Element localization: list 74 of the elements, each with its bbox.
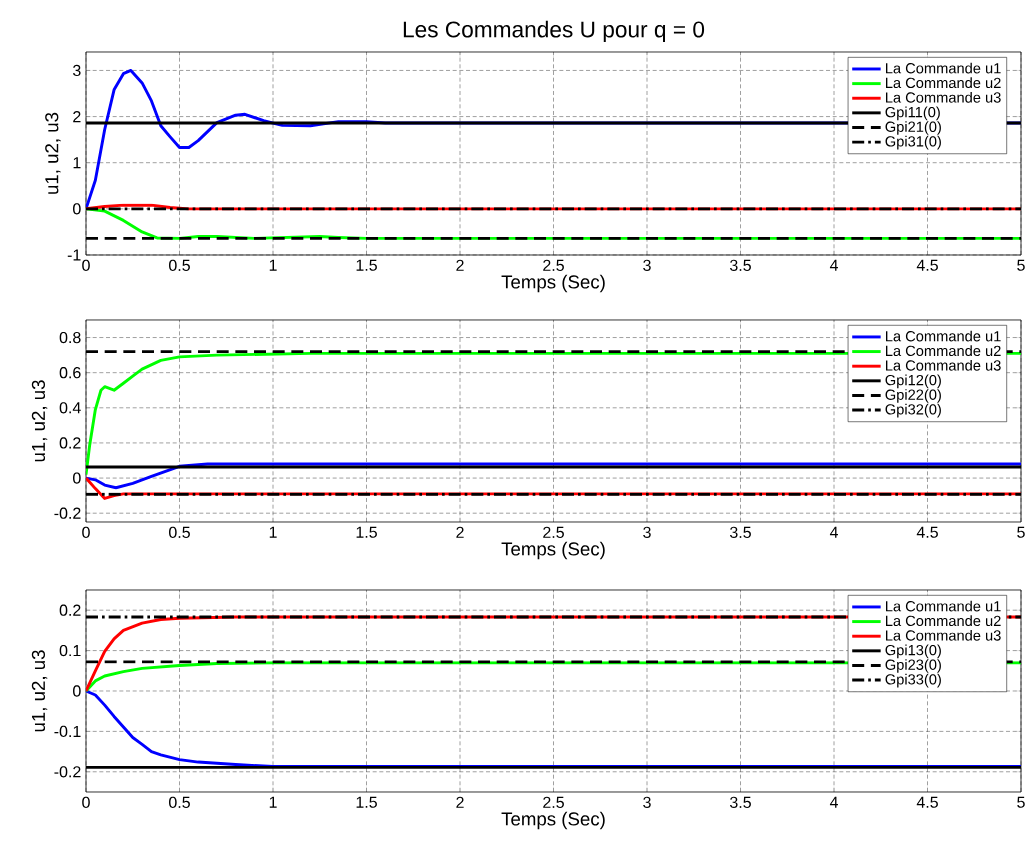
x-tick-label: 3 [643, 526, 651, 539]
y-axis-title: u1, u2, u3 [45, 112, 61, 194]
x-tick-label: 1 [269, 526, 277, 538]
legend-label: Gpi32(0) [885, 403, 941, 418]
y-tick-label: 0.6 [59, 367, 81, 379]
y-axis-title: u1, u2, u3 [31, 380, 48, 462]
x-tick-label: 5 [1017, 259, 1025, 271]
y-tick-label: 0 [73, 203, 81, 215]
legend-label: La Commande u1 [886, 600, 1001, 612]
chart-title: Les Commandes U pour q = 0 [403, 20, 705, 42]
x-tick-label: 3.5 [729, 796, 751, 809]
x-tick-label: 4 [829, 526, 838, 538]
y-tick-label: 0.1 [59, 644, 81, 657]
y-tick-label: -0.2 [54, 766, 81, 778]
x-tick-label: 4.5 [916, 796, 938, 808]
legend-label: Gpi31(0) [885, 135, 941, 150]
x-axis-title: Temps (Sec) [501, 541, 605, 560]
legend-label: La Commande u2 [886, 77, 1001, 89]
x-tick-label: 0.5 [169, 259, 190, 272]
x-tick-label: 3.5 [729, 526, 751, 539]
x-tick-label: 4.5 [916, 526, 938, 538]
x-tick-label: 2.5 [543, 796, 564, 809]
x-tick-label: 2.5 [543, 259, 564, 272]
x-tick-label: 0 [82, 796, 90, 809]
x-tick-label: 3.5 [729, 259, 751, 272]
x-tick-label: 1 [269, 259, 277, 271]
legend-label: La Commande u1 [886, 330, 1001, 342]
x-tick-label: 0 [82, 526, 90, 539]
legend-label: La Commande u2 [886, 345, 1001, 357]
legend-label: La Commande u3 [886, 359, 1001, 371]
legend-label: Gpi11(0) [885, 106, 940, 121]
y-tick-label: -1 [67, 249, 81, 261]
legend-label: Gpi13(0) [885, 644, 941, 659]
legend-label: La Commande u3 [886, 629, 1001, 641]
x-tick-label: 1.5 [356, 526, 377, 538]
x-tick-label: 1 [269, 796, 277, 808]
y-tick-label: -0.2 [54, 507, 81, 519]
y-tick-label: 0.8 [59, 331, 81, 344]
x-axis-title: Temps (Sec) [501, 811, 605, 830]
y-tick-label: 0 [73, 472, 81, 484]
y-tick-label: 0.2 [59, 437, 81, 449]
x-tick-label: 0.5 [169, 796, 190, 809]
x-tick-label: 2 [456, 796, 464, 808]
y-tick-label: 0.4 [59, 402, 81, 414]
y-tick-label: 0 [73, 685, 81, 697]
legend-label: Gpi33(0) [885, 673, 941, 688]
legend-label: Gpi23(0) [885, 659, 941, 673]
x-tick-label: 3 [643, 259, 651, 272]
y-tick-label: -0.1 [54, 725, 81, 738]
x-tick-label: 2 [456, 526, 464, 538]
x-tick-label: 5 [1017, 526, 1025, 538]
legend-label: Gpi21(0) [885, 121, 941, 135]
x-tick-label: 1.5 [356, 259, 377, 271]
y-tick-label: 0.2 [59, 604, 81, 616]
y-tick-label: 3 [73, 64, 81, 77]
x-tick-label: 4 [829, 796, 838, 808]
x-tick-label: 4 [829, 259, 838, 271]
x-tick-label: 0 [82, 259, 90, 272]
x-axis-title: Temps (Sec) [501, 274, 605, 293]
x-tick-label: 2 [456, 259, 464, 271]
x-tick-label: 0.5 [169, 526, 190, 539]
legend-label: La Commande u1 [886, 62, 1001, 74]
y-tick-label: 1 [73, 157, 81, 169]
legend-label: Gpi12(0) [885, 374, 941, 389]
x-tick-label: 2.5 [543, 526, 564, 539]
y-axis-title: u1, u2, u3 [31, 650, 48, 732]
y-tick-label: 2 [73, 111, 81, 123]
legend-label: Gpi22(0) [885, 389, 941, 403]
x-tick-label: 3 [643, 796, 651, 809]
x-tick-label: 1.5 [356, 796, 377, 808]
legend-label: La Commande u3 [886, 91, 1001, 103]
legend-label: La Commande u2 [886, 615, 1001, 627]
x-tick-label: 5 [1017, 796, 1025, 808]
x-tick-label: 4.5 [916, 259, 938, 271]
